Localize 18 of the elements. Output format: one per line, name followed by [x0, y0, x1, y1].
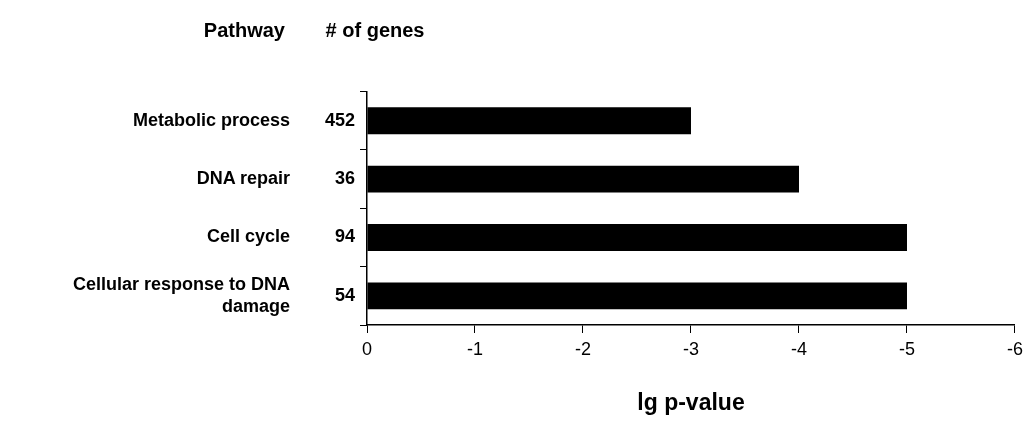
text: 452 — [324, 109, 355, 130]
y-tick-label: Cell cycle — [206, 226, 290, 247]
x-tick-label: -4 — [790, 338, 808, 359]
text: 94 — [334, 226, 355, 247]
text: 36 — [334, 168, 355, 189]
x-tick-label: 0 — [361, 338, 373, 359]
y-tick-label: Metabolic process — [132, 109, 290, 130]
x-axis-title: lg p-value — [637, 388, 745, 415]
text: Pathway — [203, 18, 286, 41]
x-tick-label: -1 — [466, 338, 484, 359]
y-tick-label: Cellular response to DNA damage — [72, 273, 290, 316]
y-tick-label: DNA repair — [196, 168, 290, 189]
text: # of genes — [325, 18, 425, 41]
x-tick-label: -6 — [1006, 338, 1024, 359]
x-tick-label: -3 — [682, 338, 700, 359]
text: 54 — [334, 284, 355, 305]
x-tick-label: -2 — [574, 338, 592, 359]
x-tick-label: -5 — [898, 338, 916, 359]
